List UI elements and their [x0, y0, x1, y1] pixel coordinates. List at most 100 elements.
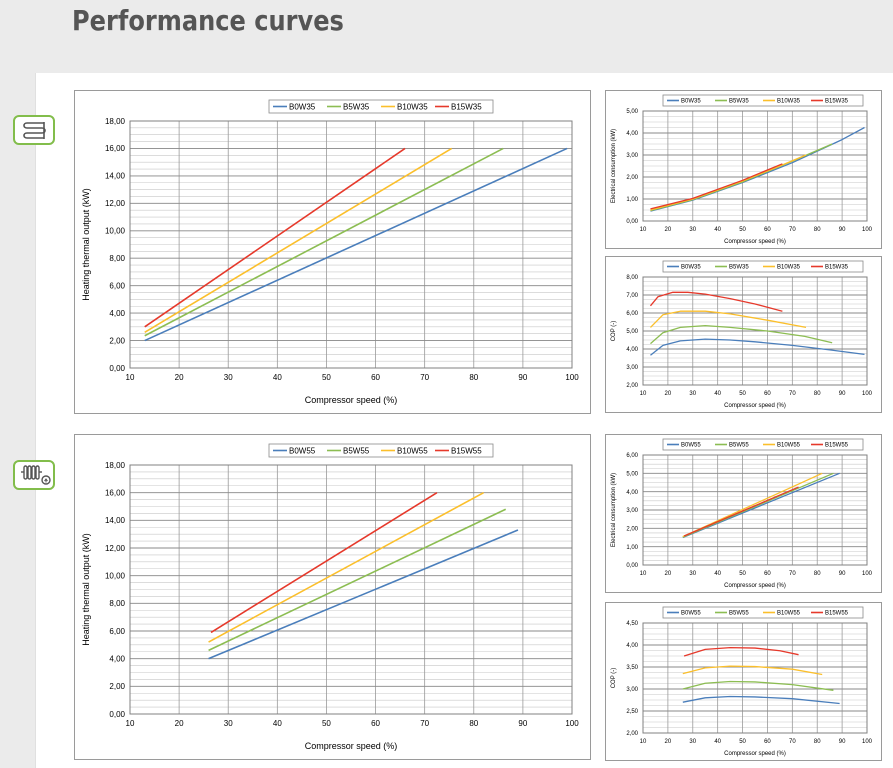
y-tick-label: 5,00	[626, 471, 638, 477]
x-tick-label: 90	[839, 391, 846, 397]
y-tick-label: 8,00	[626, 275, 638, 281]
legend-label: B0W55	[681, 443, 701, 449]
y-tick-label: 10,00	[105, 571, 126, 580]
x-tick-label: 70	[789, 391, 796, 397]
chart-w35-output: 10 20 30 40 50 60 70 80 90 100 0,00 2,00 4,00 6,00 8,0…	[74, 90, 591, 414]
x-tick-label: 80	[469, 373, 478, 382]
y-tick-label: 2,00	[626, 175, 638, 181]
x-tick-label: 80	[814, 571, 821, 577]
chart-w35-power: 10 20 30 40 50 60 70 80 90 100 0,00 1,00 2,00 3,00 4,0…	[605, 90, 882, 249]
x-tick-label: 70	[789, 227, 796, 233]
x-tick-label: 20	[665, 571, 672, 577]
floor-heating-icon	[13, 115, 55, 145]
x-tick-label: 20	[665, 391, 672, 397]
legend-label: B10W35	[777, 265, 801, 271]
legend-label: B15W35	[825, 99, 849, 105]
x-tick-label: 70	[420, 719, 429, 728]
x-tick-label: 40	[714, 391, 721, 397]
x-tick-label: 30	[224, 373, 233, 382]
y-tick-label: 0,00	[109, 364, 125, 373]
series-line-b5w35	[650, 324, 833, 345]
plot-area	[642, 110, 868, 222]
legend-label: B0W35	[289, 102, 316, 111]
plot-area	[642, 622, 868, 734]
y-tick-label: 2,00	[109, 336, 125, 345]
y-tick-label: 6,00	[109, 281, 125, 290]
radiator-icon	[13, 460, 55, 490]
y-tick-label: 2,00	[109, 682, 125, 691]
chart-w55-cop-svg: 10 20 30 40 50 60 70 80 90 100 2,00 2,50 3,00 3,50 4,0…	[611, 606, 873, 757]
y-tick-label: 2,50	[626, 709, 638, 715]
x-tick-label: 30	[224, 719, 233, 728]
plot-area	[129, 464, 573, 715]
y-tick-label: 4,00	[109, 309, 125, 318]
x-axis-title: Compressor speed (%)	[305, 395, 398, 405]
y-tick-label: 1,00	[626, 545, 638, 551]
y-tick-label: 8,00	[109, 254, 125, 263]
x-tick-label: 70	[789, 571, 796, 577]
y-axis-title: Electrical consumption (kW)	[611, 129, 617, 203]
y-tick-label: 3,00	[626, 687, 638, 693]
series-line-b5w55	[208, 508, 507, 652]
legend-label: B0W35	[681, 265, 701, 271]
legend-label: B5W55	[729, 611, 749, 617]
legend-label: B5W55	[343, 446, 370, 455]
y-tick-label: 6,00	[109, 627, 125, 636]
series-line-b0w55	[208, 529, 519, 660]
series-line-b10w55	[208, 491, 484, 643]
series-line-b5w35	[144, 147, 504, 337]
chart-w55-power: 10 20 30 40 50 60 70 80 90 100 0,00 1,00 2,00 3,00 4,0…	[605, 434, 882, 593]
x-axis-title: Compressor speed (%)	[724, 403, 786, 409]
x-tick-label: 70	[789, 739, 796, 745]
panel-divider	[35, 73, 36, 768]
x-tick-label: 60	[764, 571, 771, 577]
x-tick-label: 80	[814, 391, 821, 397]
x-axis-title: Compressor speed (%)	[724, 751, 786, 757]
legend-label: B0W35	[681, 99, 701, 105]
x-tick-label: 20	[175, 719, 184, 728]
y-tick-label: 16,00	[105, 144, 126, 153]
x-tick-label: 60	[764, 391, 771, 397]
x-tick-label: 90	[518, 719, 527, 728]
x-tick-label: 20	[665, 227, 672, 233]
x-axis-title: Compressor speed (%)	[724, 583, 786, 589]
y-tick-label: 2,00	[626, 731, 638, 737]
x-tick-label: 90	[839, 227, 846, 233]
y-tick-label: 3,00	[626, 365, 638, 371]
legend-label: B15W55	[451, 446, 482, 455]
y-axis-title: Electrical consumption (kW)	[611, 473, 617, 547]
chart-w55-cop: 10 20 30 40 50 60 70 80 90 100 2,00 2,50 3,00 3,50 4,0…	[605, 602, 882, 761]
y-tick-label: 14,00	[105, 516, 126, 525]
series-line-b15w55	[683, 486, 799, 537]
series-line-b10w35	[650, 310, 807, 329]
y-tick-label: 12,00	[105, 199, 126, 208]
page-title: Performance curves	[72, 4, 344, 37]
x-tick-label: 50	[322, 373, 331, 382]
x-tick-label: 30	[689, 227, 696, 233]
y-tick-label: 4,00	[626, 643, 638, 649]
y-tick-label: 5,00	[626, 329, 638, 335]
y-tick-label: 1,00	[626, 197, 638, 203]
x-tick-label: 80	[814, 227, 821, 233]
x-tick-label: 10	[640, 739, 647, 745]
x-tick-label: 60	[764, 227, 771, 233]
legend-label: B10W35	[777, 99, 801, 105]
chart-w35-cop: 10 20 30 40 50 60 70 80 90 100 2,00 3,00 4,00 5,00 6,0…	[605, 256, 882, 413]
x-axis-title: Compressor speed (%)	[305, 741, 398, 751]
x-tick-label: 50	[739, 571, 746, 577]
x-tick-label: 60	[764, 739, 771, 745]
x-tick-label: 80	[469, 719, 478, 728]
series-line-b10w55	[682, 665, 823, 676]
y-tick-label: 18,00	[105, 461, 126, 470]
x-tick-label: 60	[371, 373, 380, 382]
y-axis-title: Heating thermal output (kW)	[81, 188, 91, 301]
x-tick-label: 10	[640, 571, 647, 577]
chart-w35-output-svg: 10 20 30 40 50 60 70 80 90 100 0,00 2,00 4,00 6,00 8,0…	[81, 99, 579, 405]
series-line-b0w35	[650, 338, 865, 356]
legend-label: B10W55	[397, 446, 428, 455]
y-tick-label: 3,00	[626, 153, 638, 159]
chart-w55-output: 10 20 30 40 50 60 70 80 90 100 0,00 2,00 4,00 6,00 8,0…	[74, 434, 591, 760]
legend-label: B0W55	[681, 611, 701, 617]
x-tick-label: 40	[273, 373, 282, 382]
legend-label: B5W35	[729, 99, 749, 105]
